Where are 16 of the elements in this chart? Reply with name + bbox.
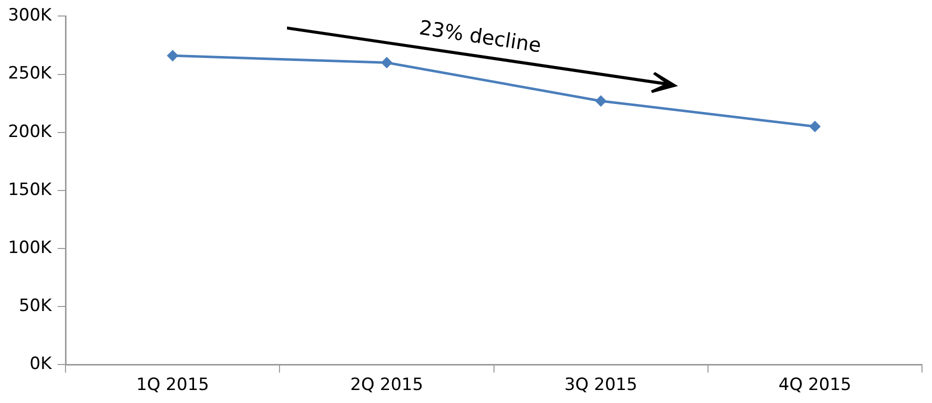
point <box>810 121 820 132</box>
x-tick-label: 2Q 2015 <box>350 375 424 396</box>
y-tick-label: 250K <box>8 64 52 84</box>
x-tick-label: 1Q 2015 <box>136 375 210 396</box>
y-tick-label: 100K <box>8 238 52 258</box>
point <box>382 57 392 68</box>
y-tick-label: 300K <box>8 6 52 26</box>
y-tick-label: 150K <box>8 180 52 200</box>
y-tick-label: 0K <box>30 354 52 374</box>
point <box>167 50 178 61</box>
annotation: 23% decline <box>418 15 543 58</box>
y-tick-label: 50K <box>18 296 52 316</box>
x-tick-label: 3Q 2015 <box>564 375 638 396</box>
y-tick-label: 200K <box>8 122 52 142</box>
point <box>596 96 606 106</box>
x-tick-label: 4Q 2015 <box>778 375 852 396</box>
